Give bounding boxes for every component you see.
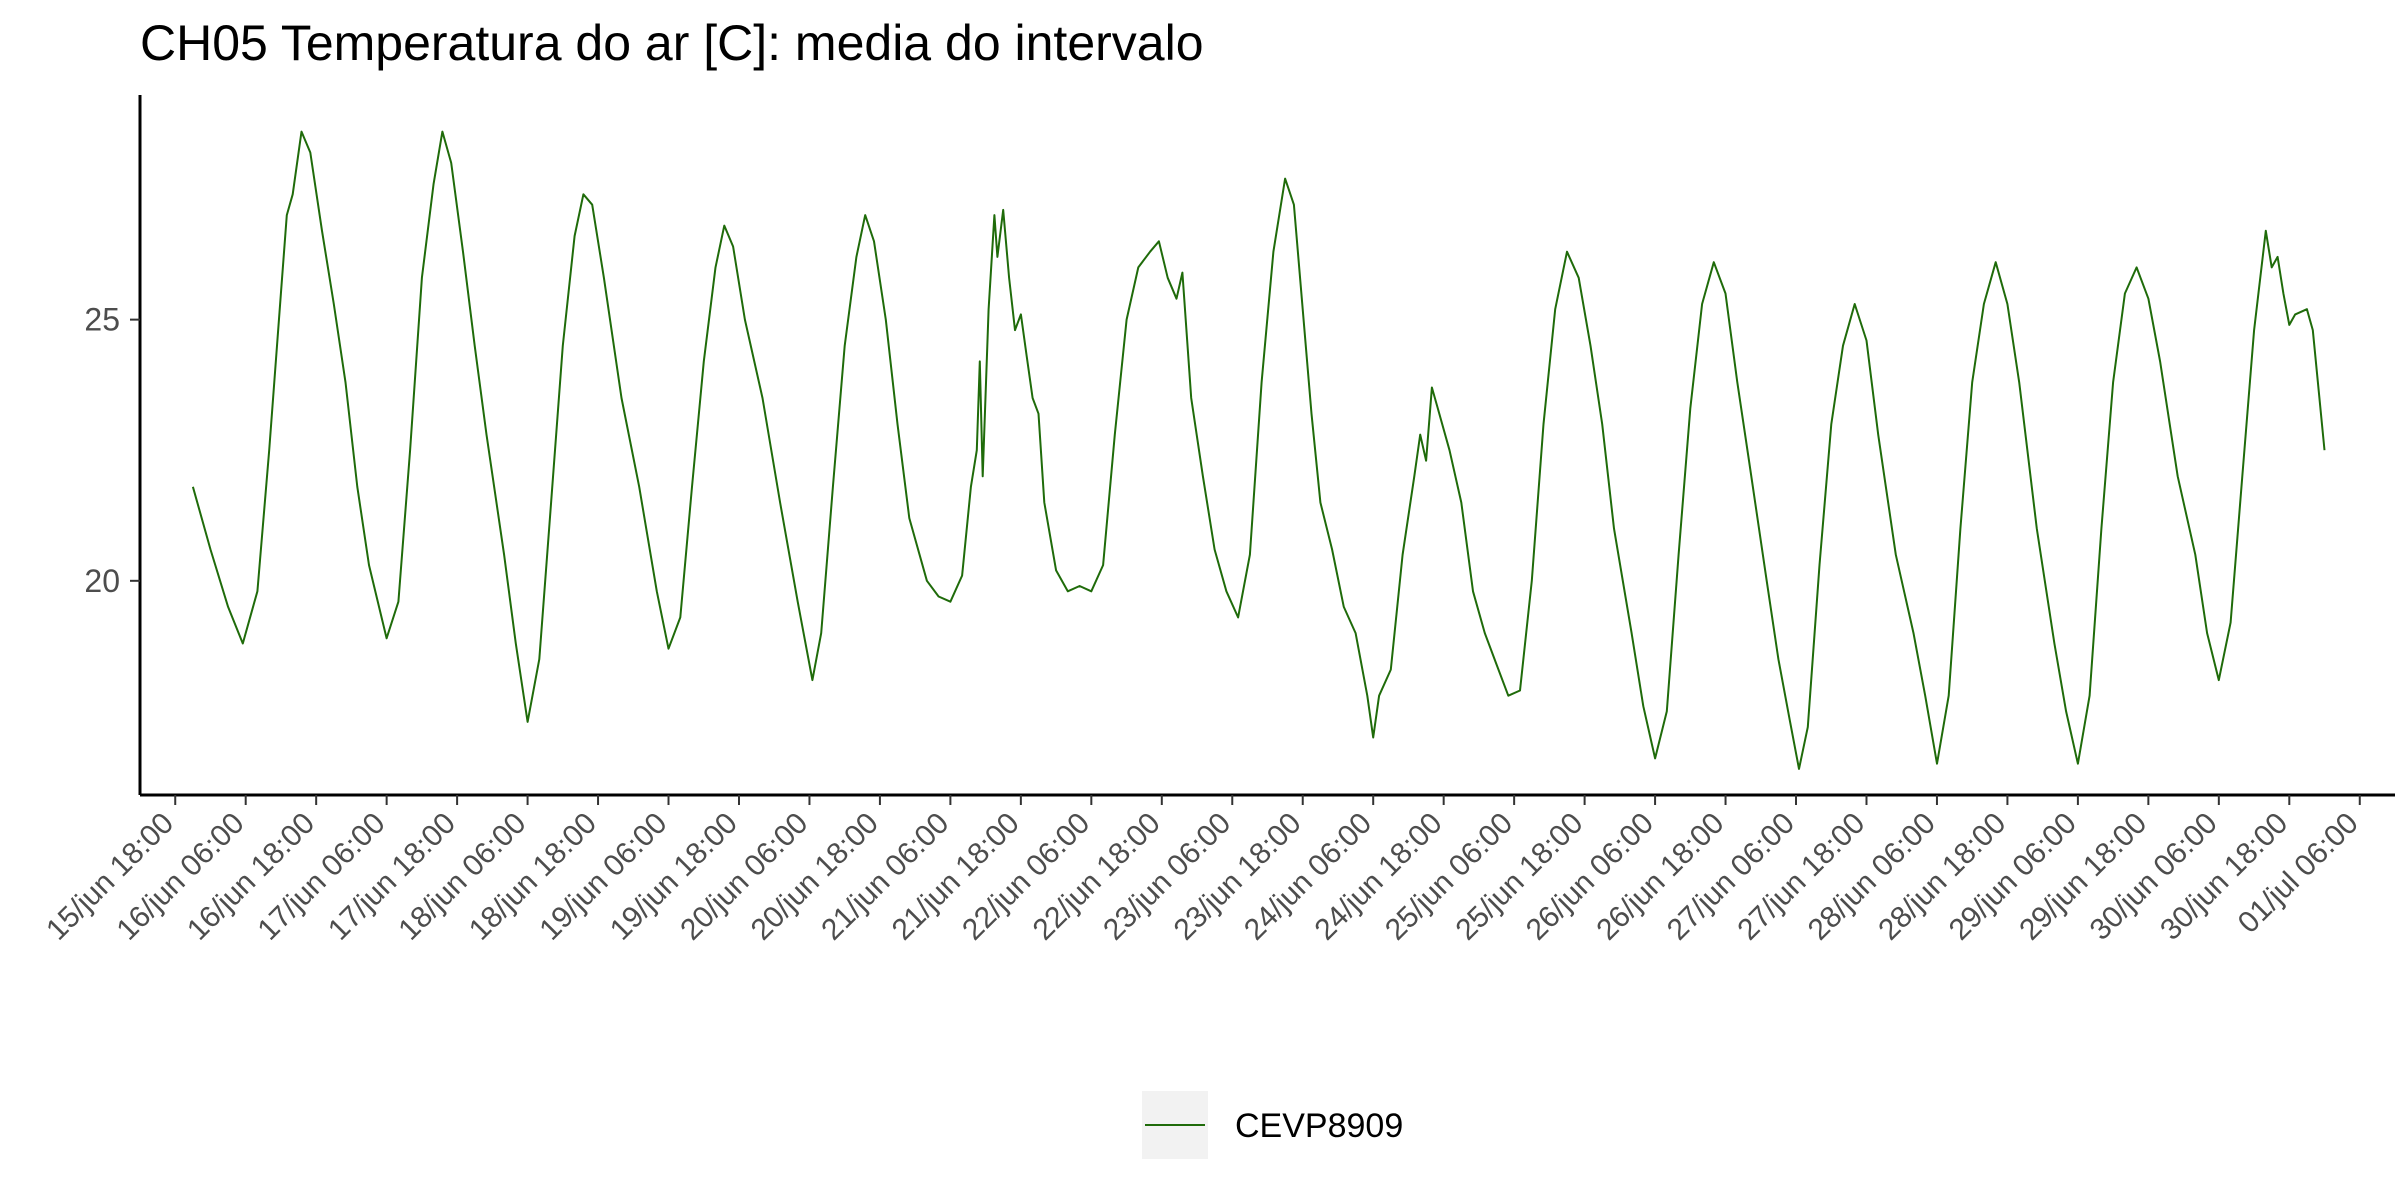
legend-label: CEVP8909 [1235, 1107, 1403, 1145]
legend: CEVP8909 [1142, 1091, 1403, 1159]
series-line [191, 130, 2326, 770]
series-layer [191, 130, 2326, 770]
chart-title: CH05 Temperatura do ar [C]: media do int… [140, 15, 1204, 71]
y-tick-label: 20 [84, 563, 120, 599]
y-tick-label: 25 [84, 302, 120, 338]
